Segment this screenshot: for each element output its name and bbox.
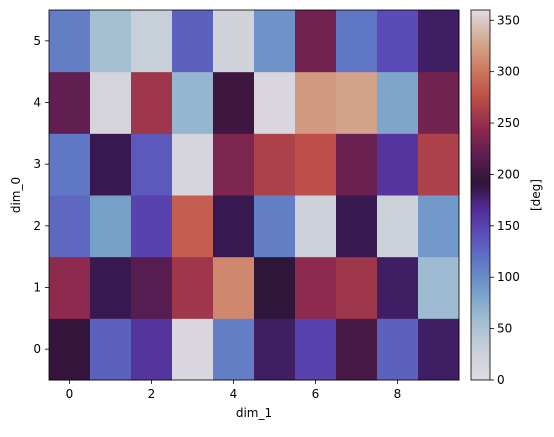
heatmap-cell: [336, 256, 378, 319]
x-tick-label: 0: [66, 387, 74, 401]
heatmap-cell: [49, 71, 91, 134]
heatmap-cell: [336, 195, 378, 258]
plot-frame: [48, 9, 460, 381]
colorbar-tick-label: 50: [497, 322, 512, 336]
heatmap-cell: [295, 195, 337, 258]
heatmap-cell: [254, 71, 296, 134]
heatmap-cell: [336, 10, 378, 73]
heatmap-cell: [377, 195, 419, 258]
heatmap-cell: [254, 195, 296, 258]
heatmap-cell: [418, 10, 460, 73]
colorbar-ticks: 0 50 100 150 200 250 300 350: [490, 13, 520, 387]
heatmap-cell: [213, 318, 255, 381]
x-tick-label: 2: [148, 387, 156, 401]
heatmap-cell: [131, 318, 173, 381]
heatmap-cell: [213, 10, 255, 73]
colorbar-tick-label: 300: [497, 65, 520, 79]
x-tick-label: 6: [312, 387, 320, 401]
heatmap-cell: [295, 133, 337, 196]
heatmap-cells: [49, 10, 460, 381]
heatmap-cell: [418, 133, 460, 196]
heatmap-cell: [172, 195, 214, 258]
heatmap-cell: [90, 318, 132, 381]
heatmap-cell: [172, 318, 214, 381]
heatmap-cell: [90, 195, 132, 258]
colorbar-tick-label: 250: [497, 116, 520, 130]
heatmap-cell: [172, 133, 214, 196]
x-axis-ticks: 0 2 4 6 8: [66, 380, 402, 401]
colorbar-label: [deg]: [529, 179, 543, 211]
heatmap-cell: [49, 133, 91, 196]
heatmap-cell: [213, 195, 255, 258]
y-tick-label: 0: [33, 342, 41, 356]
heatmap-cell: [131, 195, 173, 258]
heatmap-cell: [172, 71, 214, 134]
heatmap-cell: [295, 71, 337, 134]
heatmap-cell: [254, 10, 296, 73]
heatmap-cell: [377, 318, 419, 381]
heatmap-cell: [418, 195, 460, 258]
heatmap-cell: [49, 256, 91, 319]
x-tick-label: 8: [394, 387, 402, 401]
heatmap-cell: [295, 256, 337, 319]
y-tick-label: 3: [33, 157, 41, 171]
heatmap-cell: [49, 195, 91, 258]
heatmap-cell: [90, 10, 132, 73]
heatmap-cell: [131, 10, 173, 73]
colorbar-tick-label: 350: [497, 13, 520, 27]
colorbar-tick-label: 150: [497, 219, 520, 233]
heatmap-cell: [336, 133, 378, 196]
colorbar: [470, 9, 491, 381]
heatmap-cell: [90, 133, 132, 196]
heatmap-cell: [213, 71, 255, 134]
colorbar-tick-label: 200: [497, 167, 520, 181]
heatmap-cell: [295, 10, 337, 73]
heatmap-cell: [213, 133, 255, 196]
heatmap-cell: [418, 318, 460, 381]
heatmap-cell: [49, 10, 91, 73]
heatmap-cell: [131, 256, 173, 319]
heatmap-cell: [377, 71, 419, 134]
heatmap-cell: [172, 256, 214, 319]
heatmap-cell: [213, 256, 255, 319]
heatmap-cell: [254, 318, 296, 381]
heatmap-cell: [377, 10, 419, 73]
heatmap-cell: [172, 10, 214, 73]
heatmap-cell: [336, 318, 378, 381]
heatmap-cell: [254, 133, 296, 196]
y-tick-label: 5: [33, 34, 41, 48]
y-axis-ticks: 0 1 2 3 4 5: [33, 34, 49, 356]
heatmap-cell: [49, 318, 91, 381]
heatmap-cell: [377, 256, 419, 319]
x-tick-label: 4: [230, 387, 238, 401]
heatmap-cell: [131, 71, 173, 134]
heatmap-cell: [131, 133, 173, 196]
x-axis-label: dim_1: [236, 406, 272, 420]
heatmap-cell: [90, 256, 132, 319]
y-tick-label: 1: [33, 281, 41, 295]
heatmap-cell: [90, 71, 132, 134]
heatmap-cell: [336, 71, 378, 134]
colorbar-tick-label: 0: [497, 373, 505, 387]
colorbar-tick-label: 100: [497, 270, 520, 284]
heatmap-cell: [295, 318, 337, 381]
heatmap-cell: [418, 71, 460, 134]
y-tick-label: 4: [33, 96, 41, 110]
heatmap-cell: [377, 133, 419, 196]
heatmap-cell: [254, 256, 296, 319]
y-tick-label: 2: [33, 219, 41, 233]
y-axis-label: dim_0: [9, 177, 23, 213]
heatmap-cell: [418, 256, 460, 319]
